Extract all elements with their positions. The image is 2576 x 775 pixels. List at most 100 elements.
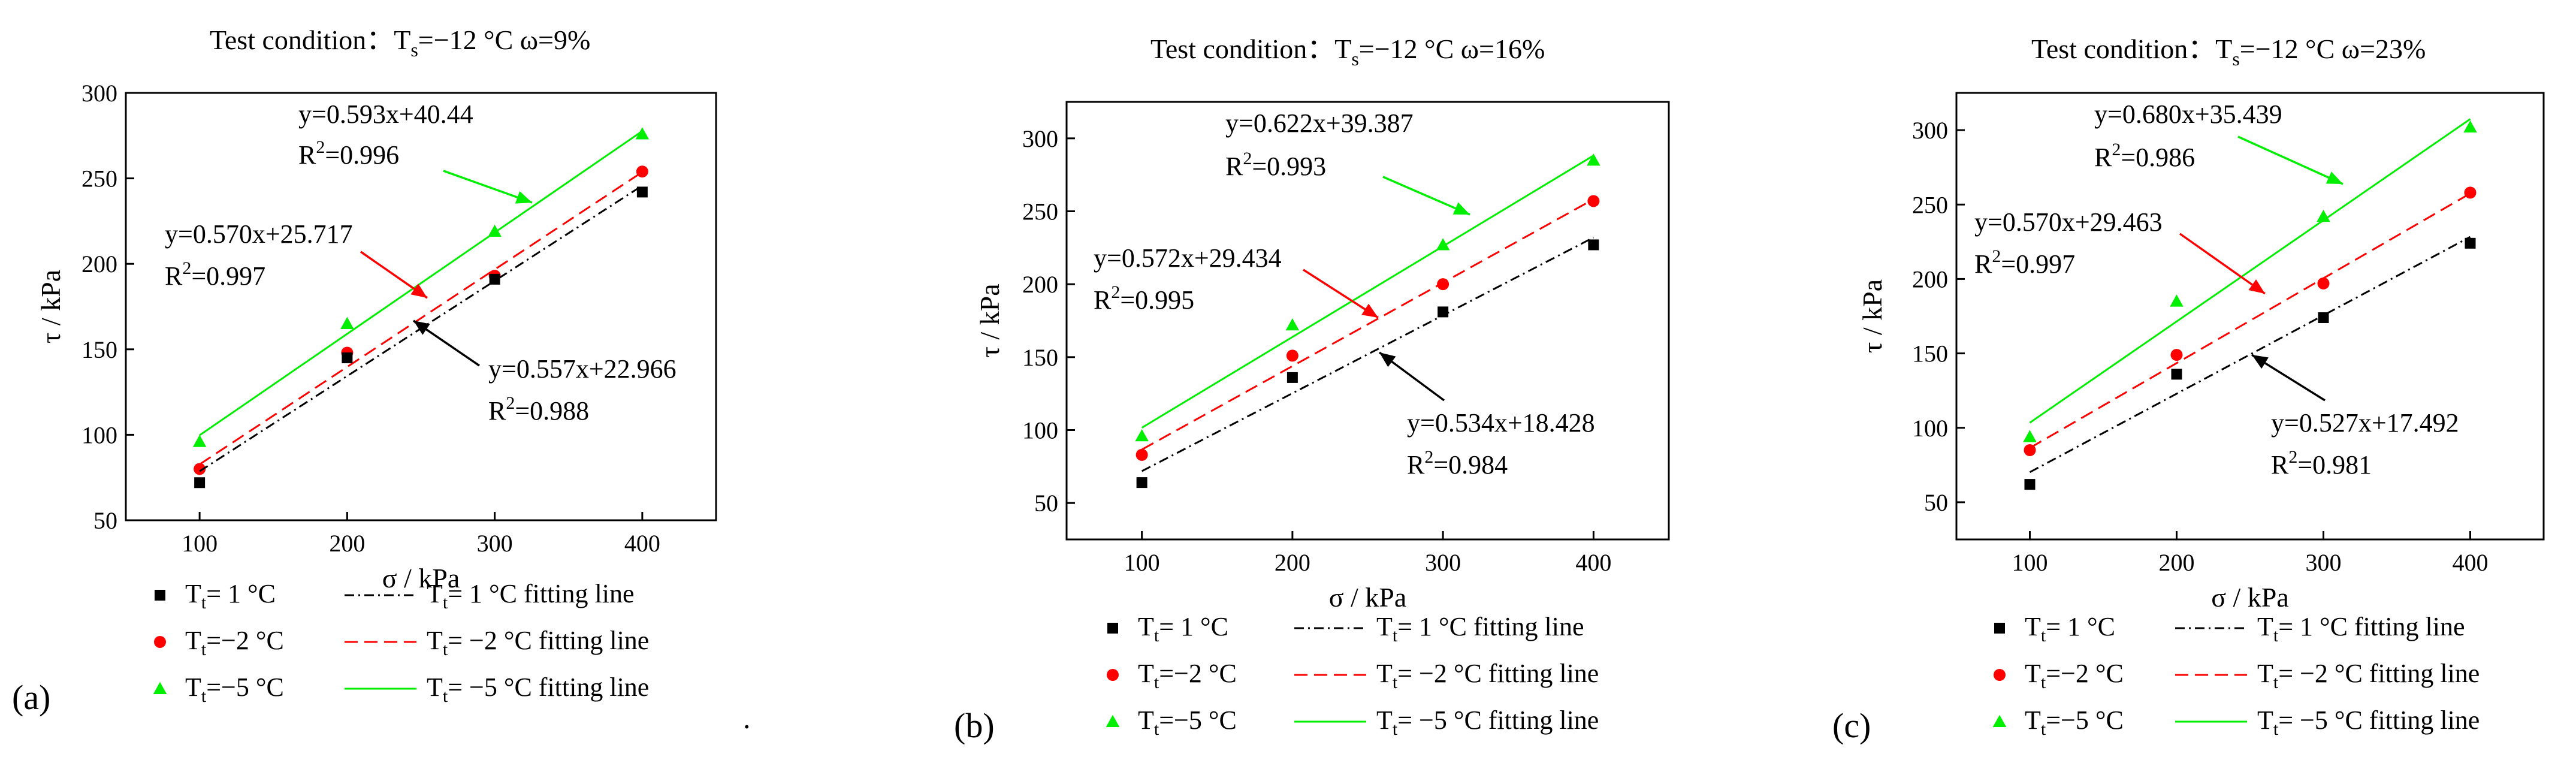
y-axis-label: τ / kPa — [1857, 279, 1888, 353]
legend-marker-label: Tt=−5 °C — [185, 673, 284, 706]
y-tick-label: 300 — [1022, 125, 1058, 152]
legend-subscript: t — [201, 593, 207, 613]
fit-line-square — [2029, 236, 2471, 474]
legend-symbol: T — [2257, 659, 2273, 688]
y-tick-label: 250 — [81, 165, 117, 192]
legend-subscript: t — [443, 686, 448, 706]
r-squared-base: R — [298, 140, 316, 170]
y-tick-label: 300 — [81, 80, 117, 107]
legend-text: =−5 °C — [1159, 705, 1237, 735]
y-axis-label: τ / kPa — [974, 284, 1005, 357]
r-squared-superscript: 2 — [1243, 149, 1252, 168]
plot-frame — [1955, 92, 2545, 541]
legend-symbol: T — [1376, 612, 1393, 641]
fit-equation: y=0.557x+22.966 — [488, 354, 677, 384]
legend-symbol: T — [427, 673, 443, 702]
legend-marker-circle — [1107, 669, 1119, 681]
chart-panel-2: Test condition：Ts=−12 °C ω=16% 100 200 300 4… — [954, 34, 1670, 745]
r-squared-base: R — [165, 261, 183, 291]
y-tick-label: 150 — [81, 336, 117, 363]
legend-subscript: t — [443, 593, 448, 613]
legend-subscript: t — [2041, 626, 2046, 646]
r-squared-base: R — [1407, 450, 1425, 480]
y-tick-label: 100 — [1022, 417, 1058, 444]
legend-symbol: T — [2257, 705, 2273, 735]
x-axis-label: σ / kPa — [2211, 582, 2289, 613]
legend-subscript: t — [1154, 673, 1159, 692]
chart-title-subscript: s — [2232, 48, 2239, 70]
data-point-triangle — [635, 127, 650, 140]
data-point-square — [1136, 477, 1147, 488]
legend-text: = −2 °C fitting line — [2278, 659, 2480, 688]
r-squared: R2=0.995 — [1094, 282, 1194, 315]
annotation-arrowhead — [2248, 279, 2265, 294]
legend-line-label: Tt= 1 °C fitting line — [2257, 612, 2465, 646]
legend-text: = 1 °C fitting line — [2278, 612, 2465, 641]
annotation-arrow — [2237, 135, 2344, 185]
r-squared: R2=0.981 — [2271, 447, 2372, 480]
data-point-triangle — [1436, 238, 1450, 251]
y-tick-label: 200 — [1912, 266, 1948, 292]
annotation-arrow — [2179, 233, 2266, 295]
legend-marker-label: Tt=−2 °C — [2025, 659, 2124, 692]
legend-text: = 1 °C fitting line — [448, 579, 634, 608]
r-squared-value: =0.997 — [191, 261, 265, 291]
legend-marker-triangle — [1106, 714, 1120, 727]
r-squared-superscript: 2 — [506, 393, 515, 413]
r-squared-superscript: 2 — [316, 137, 325, 157]
y-tick-label: 100 — [81, 421, 117, 448]
legend-subscript: t — [1393, 719, 1398, 739]
plot-frame — [125, 92, 717, 521]
r-squared-value: =0.981 — [2297, 450, 2372, 480]
y-tick-label: 100 — [1912, 415, 1948, 442]
legend: Tt= 1 °CTt=−2 °CTt=−5 °CTt= 1 °C fitting… — [153, 579, 649, 706]
y-tick-label: 50 — [1924, 489, 1948, 516]
annotation-arrowhead — [413, 321, 430, 335]
y-tick-label: 50 — [93, 507, 117, 534]
fit-equation: y=0.593x+40.44 — [298, 99, 473, 129]
data-point-circle — [1136, 448, 1148, 461]
legend-subscript: t — [2273, 626, 2279, 646]
chart-panel-1: Test condition：Ts=−12 °C ω=9% 100 200 300 40… — [12, 25, 717, 717]
data-point-triangle — [2317, 209, 2330, 222]
legend-marker-label: Tt=−5 °C — [1138, 705, 1237, 739]
chart-title: Test condition：Ts=−12 °C ω=9% — [210, 25, 590, 61]
fit-line-circle — [2029, 192, 2471, 449]
legend-marker-triangle — [153, 681, 167, 694]
x-tick-label: 400 — [624, 530, 660, 557]
x-tick-label: 300 — [477, 530, 513, 557]
data-point-square — [1588, 239, 1599, 251]
y-axis-label: τ / kPa — [35, 270, 66, 343]
legend: Tt= 1 °CTt=−2 °CTt=−5 °CTt= 1 °C fitting… — [1992, 612, 2480, 739]
data-point-triangle — [488, 224, 502, 237]
data-point-triangle — [2023, 430, 2037, 442]
legend-marker-label: Tt= 1 °C — [1138, 612, 1228, 646]
r-squared-base: R — [1225, 152, 1243, 181]
r-squared-value: =0.993 — [1252, 152, 1326, 181]
legend-symbol: T — [1376, 659, 1393, 688]
data-point-circle — [2170, 349, 2183, 361]
x-axis-label: σ / kPa — [382, 563, 460, 593]
legend-text: = 1 °C — [1159, 612, 1228, 641]
legend-line-label: Tt= −2 °C fitting line — [1376, 659, 1599, 692]
annotation-arrowhead — [515, 191, 532, 204]
fit-equation: y=0.534x+18.428 — [1407, 408, 1595, 438]
legend-text: =−5 °C — [2046, 705, 2124, 735]
r-squared-superscript: 2 — [182, 258, 191, 278]
legend-text: = −5 °C fitting line — [1397, 705, 1599, 735]
chart-title-subscript: s — [410, 39, 418, 61]
data-point-triangle — [340, 316, 354, 330]
x-tick-label: 100 — [1124, 549, 1160, 576]
fit-line-circle — [1141, 198, 1594, 451]
legend-marker-triangle — [1992, 714, 2007, 727]
legend-text: =−5 °C — [206, 673, 284, 702]
r-squared-value: =0.988 — [515, 396, 589, 426]
fit-equation: y=0.680x+35.439 — [2094, 99, 2282, 129]
r-squared-superscript: 2 — [1424, 447, 1433, 467]
legend-marker-circle — [154, 636, 166, 648]
legend: Tt= 1 °CTt=−2 °CTt=−5 °CTt= 1 °C fitting… — [1106, 612, 1599, 739]
y-tick-label: 250 — [1912, 191, 1948, 218]
x-tick-label: 200 — [1275, 549, 1310, 576]
chart-title-subscript: s — [1351, 48, 1358, 70]
